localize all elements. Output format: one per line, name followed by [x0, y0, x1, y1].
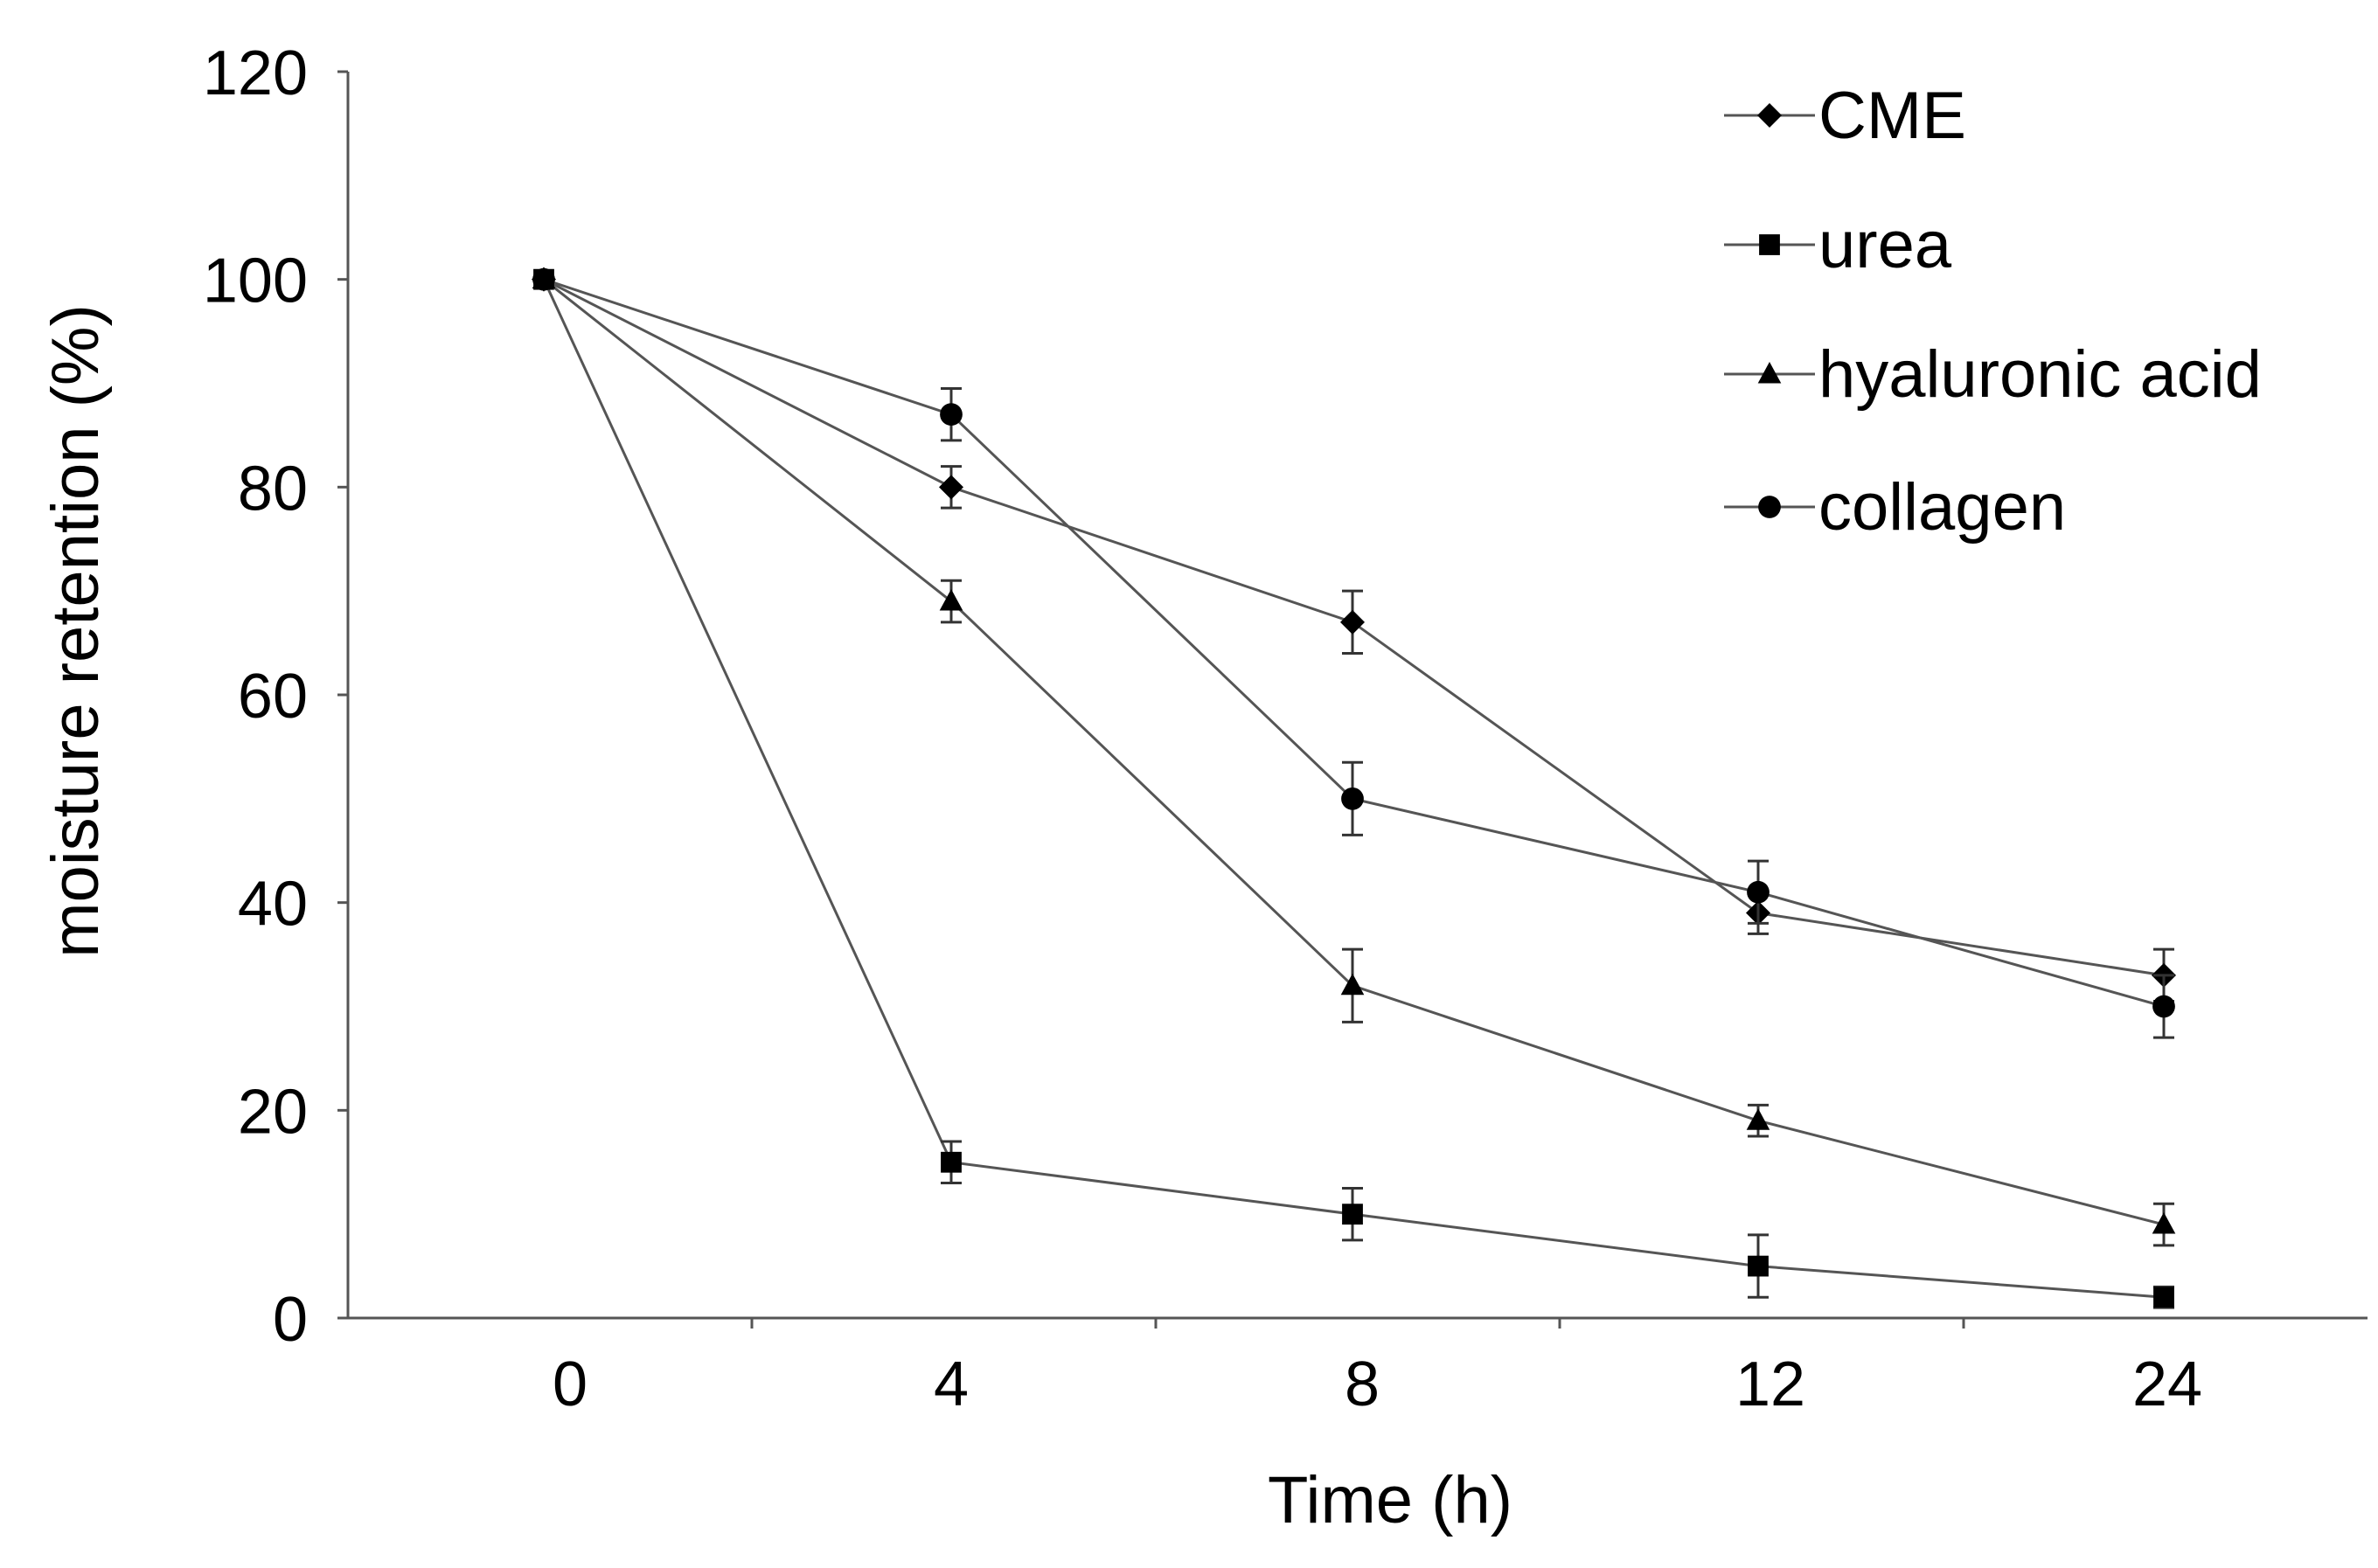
series-line-hyaluronic-acid: [543, 278, 2165, 1226]
legend-label: CME: [1818, 79, 1966, 153]
y-tick-label: 60: [238, 662, 308, 732]
data-point-hyaluronic-acid: [2152, 1212, 2176, 1234]
y-tick-label: 80: [238, 454, 308, 524]
data-point-hyaluronic-acid: [939, 589, 963, 611]
y-tick-label: 40: [238, 870, 308, 940]
x-tick-label: 0: [553, 1349, 588, 1419]
x-tick-label: 4: [934, 1349, 969, 1419]
legend-item-collagen: collagen: [1724, 470, 2066, 545]
data-point-collagen: [532, 267, 555, 291]
x-tick-label: 8: [1345, 1349, 1380, 1419]
data-point-collagen: [1747, 880, 1770, 904]
y-ticks: 0 20 40 60 80 100 120: [203, 38, 348, 1355]
data-point-hyaluronic-acid: [1746, 1108, 1770, 1130]
x-tick-label: 12: [1735, 1349, 1805, 1419]
axes: [346, 72, 2368, 1320]
x-axis-title: Time (h): [1268, 1463, 1512, 1537]
data-point-urea: [1342, 1204, 1363, 1225]
legend-marker-hyaluronic-acid: [1757, 362, 1782, 384]
data-point-collagen: [940, 403, 963, 427]
data-point-hyaluronic-acid: [1340, 973, 1365, 996]
series-hyaluronic-acid: [532, 267, 2176, 1247]
legend-marker-collagen: [1758, 496, 1781, 518]
data-point-cme: [1340, 609, 1365, 635]
y-tick-label: 100: [203, 246, 308, 316]
data-point-collagen: [1341, 787, 1364, 810]
legend: CME urea hyaluronic acid collagen: [1724, 79, 2262, 545]
series-layer: [532, 267, 2176, 1309]
legend-item-urea: urea: [1724, 208, 1952, 282]
y-tick-label: 20: [238, 1077, 308, 1147]
legend-marker-urea: [1759, 234, 1780, 255]
y-tick-label: 120: [203, 38, 308, 108]
data-point-urea: [2153, 1287, 2174, 1308]
legend-label: urea: [1818, 208, 1952, 282]
legend-label: hyaluronic acid: [1818, 337, 2262, 412]
data-point-collagen: [2152, 995, 2175, 1018]
legend-item-cme: CME: [1724, 79, 1966, 153]
series-collagen: [532, 267, 2175, 1039]
series-urea: [533, 268, 2174, 1309]
x-tick-label: 24: [2132, 1349, 2202, 1419]
data-point-urea: [1748, 1255, 1769, 1277]
y-tick-label: 0: [273, 1285, 308, 1355]
legend-marker-cme: [1757, 103, 1782, 128]
legend-item-hyaluronic-acid: hyaluronic acid: [1724, 337, 2262, 412]
data-point-urea: [941, 1151, 962, 1173]
legend-label: collagen: [1818, 470, 2066, 545]
x-ticks: 0 4 8 12 24: [553, 1318, 2202, 1419]
data-point-cme: [939, 475, 963, 500]
y-axis-title: moisture retention (%): [38, 304, 113, 958]
